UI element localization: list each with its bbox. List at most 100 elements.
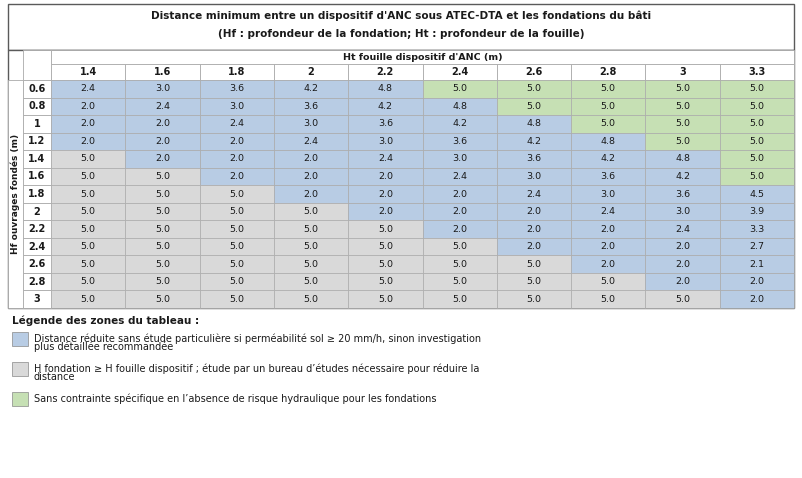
Text: 5.0: 5.0 xyxy=(675,102,690,111)
Text: 2.2: 2.2 xyxy=(28,224,46,234)
Text: 5.0: 5.0 xyxy=(749,84,764,93)
Bar xyxy=(348,203,423,220)
Text: 5.0: 5.0 xyxy=(749,154,764,163)
Bar xyxy=(8,80,23,308)
Text: 2.0: 2.0 xyxy=(601,242,616,251)
Text: 2.0: 2.0 xyxy=(675,242,690,251)
Text: 5.0: 5.0 xyxy=(675,137,690,146)
Bar xyxy=(274,98,348,115)
Text: 2.2: 2.2 xyxy=(377,67,394,77)
Bar xyxy=(646,220,719,238)
Text: 5.0: 5.0 xyxy=(229,260,245,269)
Text: 2.0: 2.0 xyxy=(749,295,764,304)
Text: 3.3: 3.3 xyxy=(748,67,765,77)
Bar xyxy=(496,255,571,273)
Bar xyxy=(496,220,571,238)
Text: 2: 2 xyxy=(34,206,40,217)
Text: 2.0: 2.0 xyxy=(229,172,245,181)
Text: 3.6: 3.6 xyxy=(378,120,393,129)
Text: 2.0: 2.0 xyxy=(303,172,318,181)
Text: 2.4: 2.4 xyxy=(229,120,245,129)
Bar xyxy=(348,273,423,291)
Bar xyxy=(646,98,719,115)
Text: 2.0: 2.0 xyxy=(81,137,95,146)
Bar xyxy=(51,185,125,203)
Bar xyxy=(496,132,571,150)
Bar xyxy=(571,255,646,273)
Text: 4.8: 4.8 xyxy=(526,120,541,129)
Bar xyxy=(496,203,571,220)
Bar xyxy=(274,132,348,150)
Text: 5.0: 5.0 xyxy=(155,295,170,304)
Bar xyxy=(200,255,274,273)
Text: 2.7: 2.7 xyxy=(749,242,764,251)
Text: 3.0: 3.0 xyxy=(601,189,616,198)
Text: 3.0: 3.0 xyxy=(378,137,393,146)
Bar xyxy=(423,291,496,308)
Bar xyxy=(423,132,496,150)
Text: 2.0: 2.0 xyxy=(452,225,467,234)
Bar xyxy=(12,392,28,406)
Bar xyxy=(51,132,125,150)
Bar xyxy=(348,150,423,168)
Text: 1.4: 1.4 xyxy=(28,154,46,164)
Text: 5.0: 5.0 xyxy=(81,295,95,304)
Bar xyxy=(646,255,719,273)
Bar xyxy=(125,115,200,132)
Bar xyxy=(51,220,125,238)
Bar xyxy=(348,132,423,150)
Text: 5.0: 5.0 xyxy=(526,277,541,286)
Text: Distance réduite sans étude particulière si perméabilité sol ≥ 20 mm/h, sinon in: Distance réduite sans étude particulière… xyxy=(34,333,481,344)
Bar xyxy=(51,115,125,132)
Text: 4.2: 4.2 xyxy=(378,102,393,111)
Text: Ht fouille dispositif d'ANC (m): Ht fouille dispositif d'ANC (m) xyxy=(342,53,502,62)
Text: 5.0: 5.0 xyxy=(229,277,245,286)
Text: 4.8: 4.8 xyxy=(601,137,616,146)
Text: 2.8: 2.8 xyxy=(28,277,46,287)
Text: 5.0: 5.0 xyxy=(303,260,318,269)
Text: 3.0: 3.0 xyxy=(675,207,690,216)
Text: 4.2: 4.2 xyxy=(675,172,690,181)
Text: 5.0: 5.0 xyxy=(452,277,467,286)
Bar xyxy=(719,203,794,220)
Bar xyxy=(423,255,496,273)
Bar xyxy=(571,238,646,255)
Bar xyxy=(200,220,274,238)
Bar xyxy=(23,132,51,150)
Bar xyxy=(274,168,348,185)
Text: 4.8: 4.8 xyxy=(675,154,690,163)
Bar xyxy=(51,273,125,291)
Text: 2.0: 2.0 xyxy=(81,120,95,129)
Text: 5.0: 5.0 xyxy=(675,84,690,93)
Bar xyxy=(274,255,348,273)
Bar xyxy=(51,203,125,220)
Text: 5.0: 5.0 xyxy=(155,172,170,181)
Text: 5.0: 5.0 xyxy=(229,295,245,304)
Text: 2.0: 2.0 xyxy=(675,260,690,269)
Text: 1.4: 1.4 xyxy=(79,67,97,77)
Text: 5.0: 5.0 xyxy=(81,260,95,269)
Text: 2.4: 2.4 xyxy=(526,189,541,198)
Bar xyxy=(12,332,28,346)
Bar xyxy=(23,220,51,238)
Bar xyxy=(571,132,646,150)
Bar xyxy=(23,273,51,291)
Text: Sans contrainte spécifique en l’absence de risque hydraulique pour les fondation: Sans contrainte spécifique en l’absence … xyxy=(34,393,436,403)
Bar xyxy=(719,291,794,308)
Text: 2.6: 2.6 xyxy=(28,259,46,269)
Text: 3: 3 xyxy=(679,67,686,77)
Bar xyxy=(348,238,423,255)
Text: 5.0: 5.0 xyxy=(749,102,764,111)
Text: 5.0: 5.0 xyxy=(601,277,616,286)
Bar xyxy=(274,291,348,308)
Bar xyxy=(571,115,646,132)
Bar xyxy=(348,64,423,80)
Bar xyxy=(496,98,571,115)
Text: 2.0: 2.0 xyxy=(378,172,393,181)
Text: 2.0: 2.0 xyxy=(526,207,541,216)
Bar xyxy=(571,168,646,185)
Text: 5.0: 5.0 xyxy=(378,242,393,251)
Text: 4.8: 4.8 xyxy=(378,84,393,93)
Bar xyxy=(51,64,125,80)
Text: 2.1: 2.1 xyxy=(749,260,764,269)
